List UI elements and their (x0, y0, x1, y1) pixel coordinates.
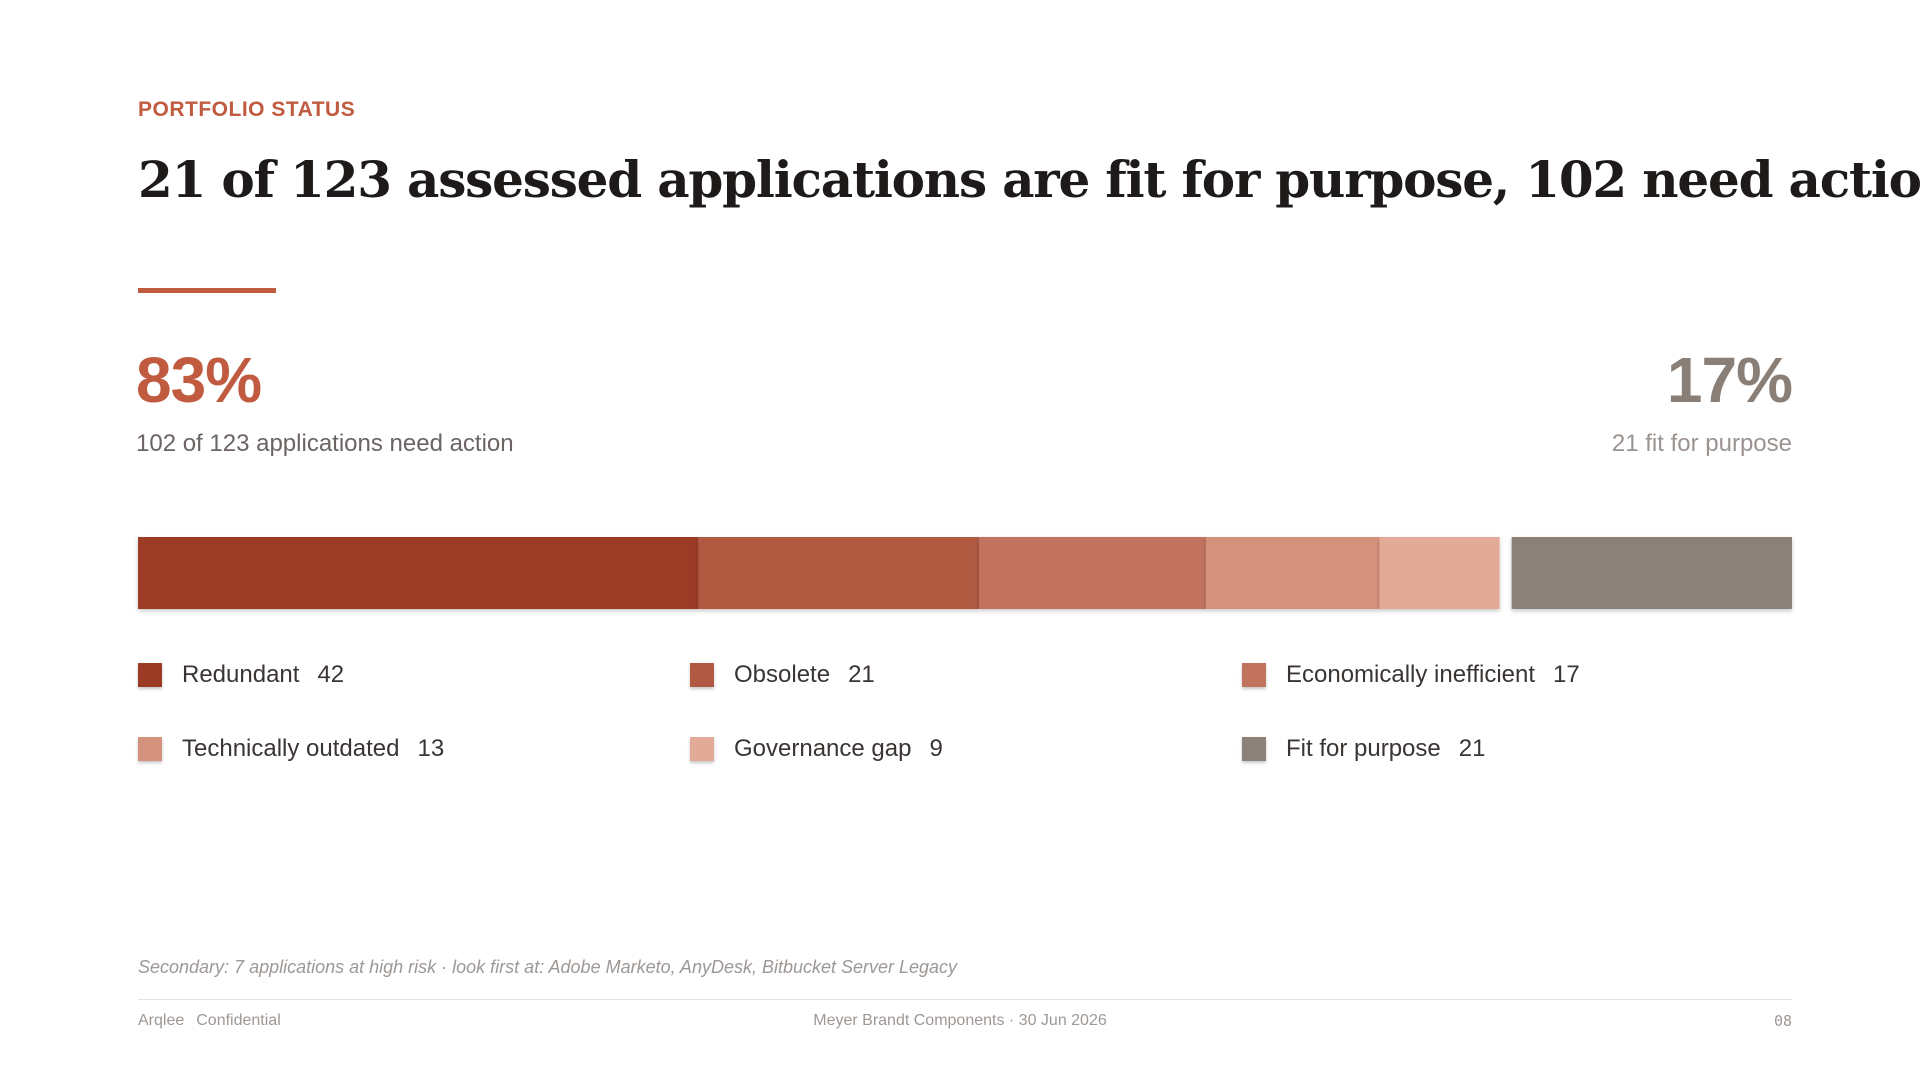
bar-segment-governance-gap (1379, 537, 1500, 609)
kpi-fit-caption: 21 fit for purpose (1611, 430, 1792, 457)
legend-label: Obsolete (734, 661, 831, 688)
page-title: 21 of 123 assessed applications are fit … (138, 150, 1920, 209)
kpi-fit-for-purpose: 17% 21 fit for purpose (1611, 340, 1793, 458)
legend-item: Governance gap 9 (690, 734, 1242, 764)
legend-swatch (1242, 737, 1266, 761)
footer-classification: Confidential (196, 1012, 281, 1029)
kpi-need-action-value: 83% (136, 344, 262, 416)
kpi-need-action: 83% 102 of 123 applications need action (136, 340, 514, 458)
footer-center: Meyer Brandt Components · 30 Jun 2026 (813, 1012, 1107, 1029)
bar-segment-redundant (138, 537, 699, 609)
legend-swatch (138, 737, 162, 761)
legend-label: Governance gap (734, 735, 912, 762)
legend-label: Fit for purpose (1286, 735, 1441, 762)
kpi-need-action-caption: 102 of 123 applications need action (136, 430, 514, 457)
legend-item: Redundant 42 (138, 660, 690, 690)
chart-legend: Redundant 42 Obsolete 21 Economically ineffi… (138, 660, 1798, 764)
legend-swatch (138, 663, 162, 687)
legend-item: Technically outdated 13 (138, 734, 690, 764)
legend-value: 17 (1553, 661, 1580, 688)
eyebrow-label: PORTFOLIO STATUS (138, 98, 356, 121)
legend-swatch (690, 737, 714, 761)
legend-value: 42 (317, 661, 345, 688)
stacked-bar-chart (138, 537, 1792, 609)
bar-segment-economically-inefficient (979, 537, 1206, 609)
footnote: Secondary: 7 applications at high risk ·… (138, 957, 958, 977)
bar-segment-fit-for-purpose (1511, 537, 1792, 609)
legend-value: 13 (417, 735, 445, 762)
legend-label: Redundant (182, 661, 300, 688)
accent-rule (138, 288, 276, 293)
bar-segment-obsolete (698, 537, 980, 609)
legend-value: 21 (1458, 735, 1486, 762)
legend-value: 21 (848, 661, 875, 688)
legend-item: Fit for purpose 21 (1242, 734, 1794, 764)
legend-item: Obsolete 21 (690, 660, 1242, 690)
legend-label: Economically inefficient (1286, 661, 1536, 688)
footer-left: Arqlee Confidential (138, 1012, 281, 1030)
footer-divider (138, 999, 1792, 1000)
legend-swatch (1242, 663, 1266, 687)
legend-item: Economically inefficient 17 (1242, 660, 1794, 690)
page-number: 08 (1773, 1012, 1792, 1030)
kpi-fit-value: 17% (1666, 344, 1793, 416)
bar-segment-technically-outdated (1205, 537, 1380, 609)
legend-swatch (690, 663, 714, 687)
footer-brand: Arqlee (138, 1012, 185, 1029)
legend-value: 9 (929, 735, 943, 762)
legend-label: Technically outdated (182, 735, 400, 762)
